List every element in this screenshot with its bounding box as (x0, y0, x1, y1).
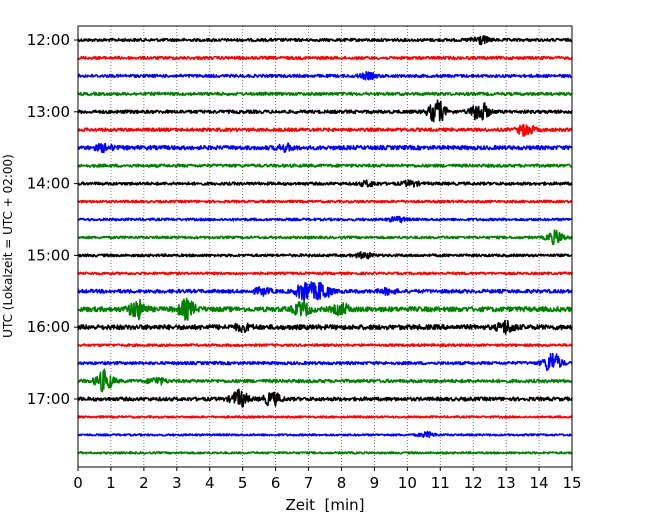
x-tick-label: 7 (304, 474, 314, 492)
trace-line (77, 142, 573, 154)
x-tick-label: 1 (106, 474, 116, 492)
x-tick-label: 10 (398, 474, 417, 492)
x-tick-label: 14 (530, 474, 549, 492)
x-tick-label: 3 (172, 474, 182, 492)
trace-line (77, 451, 573, 455)
trace-line (77, 415, 573, 419)
x-tick-label: 11 (431, 474, 450, 492)
trace-line (77, 368, 573, 393)
trace-line (77, 179, 573, 188)
y-axis-ticks: 12:00 13:00 14:00 15:00 16:00 17:00 (27, 31, 78, 408)
trace-line (77, 343, 573, 348)
trace-line (77, 229, 573, 246)
x-tick-label: 13 (497, 474, 516, 492)
trace-line (77, 297, 573, 321)
x-tick-label: 15 (562, 474, 581, 492)
trace-line (77, 215, 573, 224)
x-tick-label: 2 (139, 474, 149, 492)
trace-line (77, 91, 573, 97)
trace-line (77, 281, 573, 303)
trace-line (77, 251, 573, 260)
y-tick-label: 16:00 (27, 318, 70, 336)
trace-line (77, 271, 573, 276)
x-axis-label: Zeit [min] (285, 496, 364, 514)
y-axis-label: UTC (Lokalzeit = UTC + 02:00) (1, 154, 15, 338)
y-tick-label: 15:00 (27, 246, 70, 264)
x-tick-label: 6 (271, 474, 281, 492)
x-tick-label: 0 (73, 474, 83, 492)
trace-line (77, 430, 573, 439)
y-tick-label: 14:00 (27, 175, 70, 193)
trace-line (77, 352, 573, 372)
x-tick-label: 8 (337, 474, 347, 492)
trace-line (77, 35, 573, 46)
y-tick-label: 12:00 (27, 31, 70, 49)
x-tick-label: 4 (205, 474, 215, 492)
trace-line (77, 55, 573, 61)
x-tick-label: 5 (238, 474, 248, 492)
trace-line (77, 99, 573, 123)
trace-line (77, 199, 573, 204)
x-axis-ticks: 0 1 2 3 4 5 6 7 8 9 10 11 12 13 14 15 (73, 467, 582, 492)
trace-line (77, 319, 573, 335)
seismic-traces (77, 35, 573, 455)
trace-line (77, 388, 573, 408)
plot-frame (77, 25, 573, 468)
x-tick-label: 9 (370, 474, 380, 492)
trace-line (77, 163, 573, 168)
y-tick-label: 17:00 (27, 390, 70, 408)
trace-line (77, 71, 573, 81)
y-tick-label: 13:00 (27, 103, 70, 121)
trace-line (77, 123, 573, 137)
x-tick-label: 12 (464, 474, 483, 492)
